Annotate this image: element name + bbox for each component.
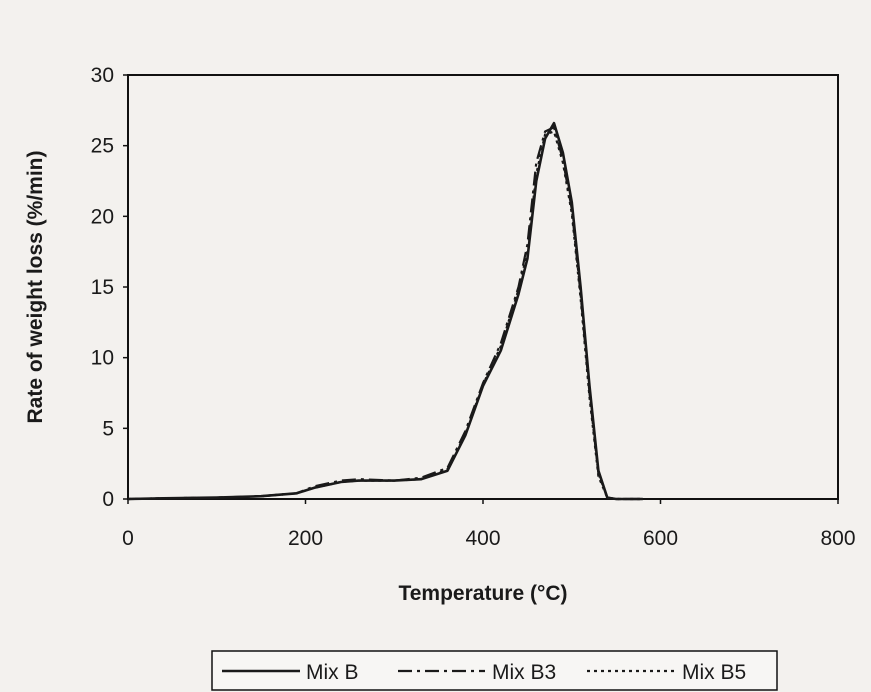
series-line-mix-b5 (127, 130, 643, 501)
x-tick-label: 800 (820, 527, 855, 550)
y-tick-label: 15 (91, 276, 114, 299)
x-tick-label: 0 (122, 527, 134, 550)
y-tick-label: 5 (102, 417, 114, 440)
series-line-mix-b3 (127, 126, 643, 501)
series-line-mix-b (127, 121, 643, 501)
y-tick-label: 0 (102, 488, 114, 511)
ticks-layer: 0 200 400 600 800 0 5 10 15 20 25 30 (91, 64, 856, 550)
series-layer (127, 121, 643, 501)
y-tick-label: 30 (91, 64, 114, 87)
legend-label-mix-b: Mix B (306, 661, 359, 684)
legend: Mix B Mix B3 Mix B5 (222, 661, 746, 684)
x-tick-label: 600 (643, 527, 678, 550)
legend-label-mix-b5: Mix B5 (682, 661, 746, 684)
x-tick-label: 200 (288, 527, 323, 550)
y-axis-label: Rate of weight loss (%/min) (24, 150, 47, 423)
legend-box (211, 650, 778, 691)
plot-area (127, 74, 839, 500)
legend-label-mix-b3: Mix B3 (492, 661, 556, 684)
x-axis-label: Temperature (°C) (398, 582, 567, 605)
y-tick-label: 25 (91, 135, 114, 158)
y-tick-label: 20 (91, 205, 114, 228)
y-tick-label: 10 (91, 347, 114, 370)
x-tick-label: 400 (465, 527, 500, 550)
